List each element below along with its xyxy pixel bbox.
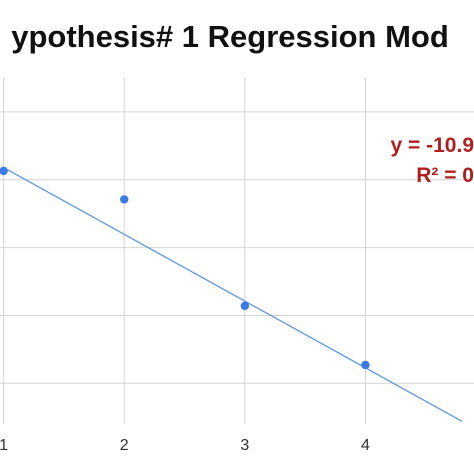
data-point-4	[361, 360, 370, 370]
grid-lines	[0, 78, 474, 424]
x-tick-label: 1	[0, 437, 8, 454]
data-points	[0, 166, 370, 370]
data-point-1	[0, 166, 8, 176]
data-point-3	[240, 301, 250, 311]
r-squared-label: R² = 0	[416, 164, 474, 187]
x-tick-labels: 1 2 3 4	[0, 437, 370, 454]
trendline-equation: y = -10.9	[391, 134, 474, 157]
x-tick-label: 4	[361, 437, 370, 454]
data-point-2	[120, 195, 129, 204]
chart-title: ypothesis# 1 Regression Mod	[11, 19, 449, 54]
x-tick-label: 3	[240, 437, 249, 454]
trendline	[3, 166, 463, 422]
x-tick-label: 2	[120, 437, 129, 454]
